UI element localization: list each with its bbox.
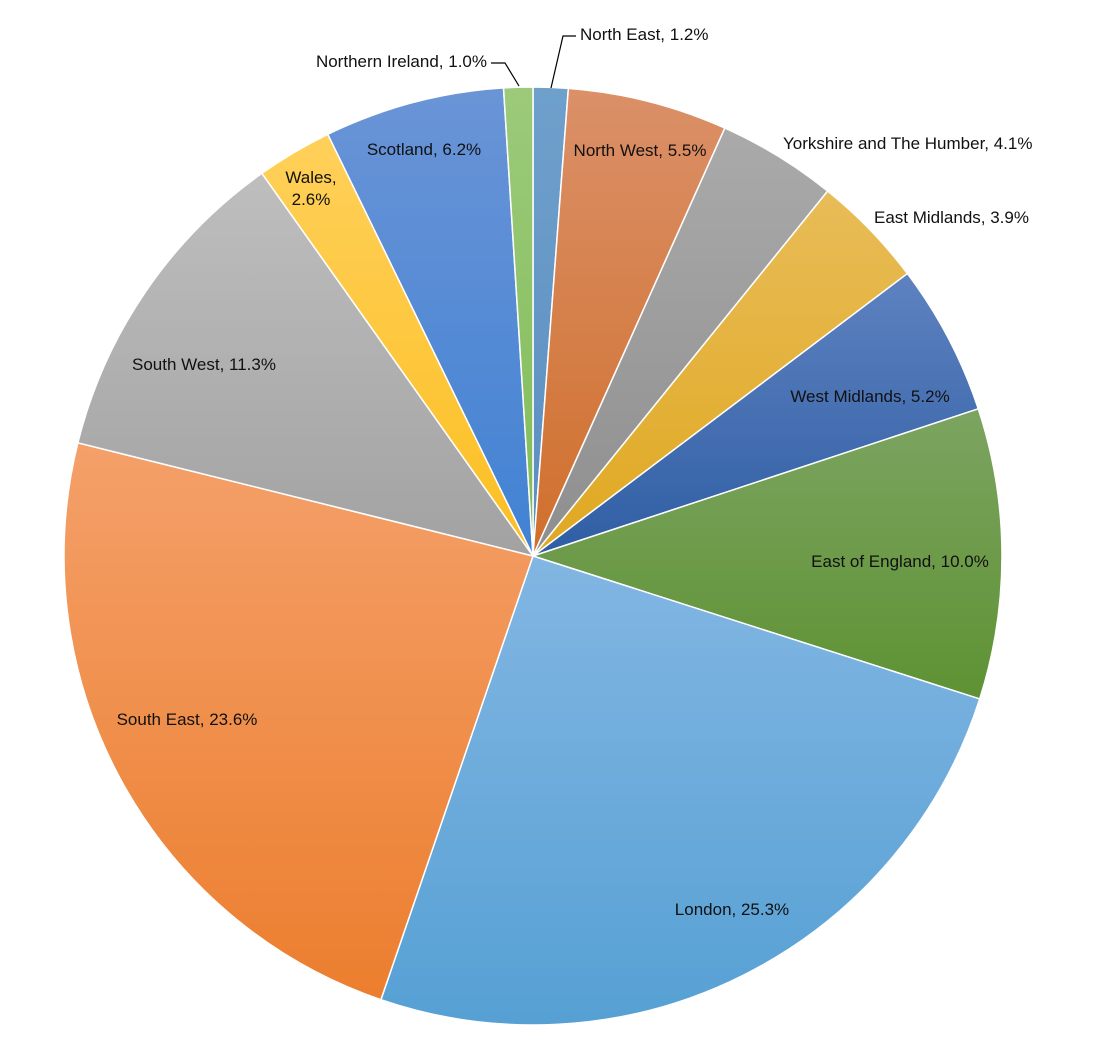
label-east-midlands: East Midlands, 3.9% [874,208,1029,227]
slice-labels: North East, 1.2% North West, 5.5% Yorkshir… [117,25,1033,919]
leader-lines [491,35,576,89]
leader-north-east [550,35,576,89]
slice-west-midlands [532,272,980,557]
label-south-west: South West, 11.3% [132,355,276,374]
slice-south-west [76,172,535,558]
slice-northern-ireland [502,86,534,557]
slice-south-east [63,441,534,1001]
label-east-of-england: East of England, 10.0% [811,552,989,571]
label-north-west: North West, 5.5% [574,141,707,160]
label-london: London, 25.3% [675,900,789,919]
label-northern-ireland: Northern Ireland, 1.0% [316,52,487,71]
label-south-east: South East, 23.6% [117,710,258,729]
leader-northern-ireland [491,62,520,87]
label-scotland: Scotland, 6.2% [367,140,481,159]
slice-scotland [326,87,534,557]
slice-north-west [532,87,726,557]
label-west-midlands: West Midlands, 5.2% [790,387,949,406]
slice-london [379,555,981,1026]
label-yorkshire-and-the-humber: Yorkshire and The Humber, 4.1% [783,134,1032,153]
label-north-east: North East, 1.2% [580,25,709,44]
slice-east-of-england [530,407,1003,700]
label-wales: Wales, 2.6% [285,168,336,209]
pie-slices [63,86,1003,1026]
